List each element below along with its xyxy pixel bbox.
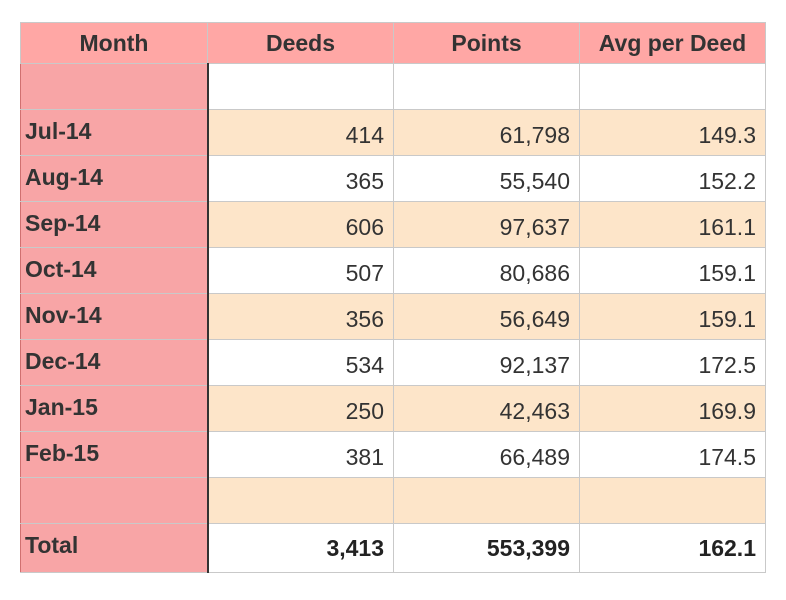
empty-cell[interactable]: [579, 63, 766, 110]
deeds-cell[interactable]: 534: [207, 339, 394, 386]
total-deeds-cell[interactable]: 3,413: [207, 523, 394, 573]
avg-cell[interactable]: 161.1: [579, 201, 766, 248]
avg-cell[interactable]: 174.5: [579, 431, 766, 478]
points-cell[interactable]: 80,686: [393, 247, 580, 294]
deeds-cell[interactable]: 250: [207, 385, 394, 432]
table-row: Jul-14 414 61,798 149.3: [20, 109, 766, 156]
deeds-cell[interactable]: 381: [207, 431, 394, 478]
column-header-points[interactable]: Points: [393, 22, 580, 64]
header-row: Month Deeds Points Avg per Deed: [20, 22, 766, 64]
empty-cell[interactable]: [579, 477, 766, 524]
table-row: Aug-14 365 55,540 152.2: [20, 155, 766, 202]
month-cell[interactable]: Nov-14: [20, 293, 209, 340]
month-cell[interactable]: Feb-15: [20, 431, 209, 478]
points-cell[interactable]: 66,489: [393, 431, 580, 478]
month-cell[interactable]: Jul-14: [20, 109, 209, 156]
month-cell[interactable]: Oct-14: [20, 247, 209, 294]
points-cell[interactable]: 92,137: [393, 339, 580, 386]
total-row: Total 3,413 553,399 162.1: [20, 523, 766, 573]
empty-cell[interactable]: [393, 63, 580, 110]
points-cell[interactable]: 97,637: [393, 201, 580, 248]
table-row: Feb-15 381 66,489 174.5: [20, 431, 766, 478]
column-header-avg-per-deed[interactable]: Avg per Deed: [579, 22, 766, 64]
avg-cell[interactable]: 172.5: [579, 339, 766, 386]
total-points-cell[interactable]: 553,399: [393, 523, 580, 573]
empty-cell[interactable]: [207, 63, 394, 110]
table-row: Dec-14 534 92,137 172.5: [20, 339, 766, 386]
empty-cell[interactable]: [20, 63, 209, 110]
column-header-month[interactable]: Month: [20, 22, 208, 64]
month-cell[interactable]: Dec-14: [20, 339, 209, 386]
deeds-cell[interactable]: 356: [207, 293, 394, 340]
table-row: Nov-14 356 56,649 159.1: [20, 293, 766, 340]
deeds-cell[interactable]: 414: [207, 109, 394, 156]
table-row: Oct-14 507 80,686 159.1: [20, 247, 766, 294]
points-cell[interactable]: 42,463: [393, 385, 580, 432]
table-row: Jan-15 250 42,463 169.9: [20, 385, 766, 432]
deeds-cell[interactable]: 365: [207, 155, 394, 202]
avg-cell[interactable]: 159.1: [579, 247, 766, 294]
table-row: Sep-14 606 97,637 161.1: [20, 201, 766, 248]
points-cell[interactable]: 61,798: [393, 109, 580, 156]
avg-cell[interactable]: 149.3: [579, 109, 766, 156]
avg-cell[interactable]: 152.2: [579, 155, 766, 202]
total-avg-cell[interactable]: 162.1: [579, 523, 766, 573]
empty-cell[interactable]: [20, 477, 209, 524]
points-cell[interactable]: 55,540: [393, 155, 580, 202]
empty-cell[interactable]: [207, 477, 394, 524]
avg-cell[interactable]: 159.1: [579, 293, 766, 340]
deeds-cell[interactable]: 507: [207, 247, 394, 294]
month-cell[interactable]: Sep-14: [20, 201, 209, 248]
points-cell[interactable]: 56,649: [393, 293, 580, 340]
empty-row: [20, 63, 766, 110]
month-cell[interactable]: Jan-15: [20, 385, 209, 432]
empty-cell[interactable]: [393, 477, 580, 524]
deeds-cell[interactable]: 606: [207, 201, 394, 248]
empty-row: [20, 477, 766, 524]
month-cell[interactable]: Aug-14: [20, 155, 209, 202]
total-label[interactable]: Total: [20, 523, 209, 573]
avg-cell[interactable]: 169.9: [579, 385, 766, 432]
column-header-deeds[interactable]: Deeds: [207, 22, 394, 64]
deeds-table: Month Deeds Points Avg per Deed Jul-14 4…: [20, 22, 766, 573]
